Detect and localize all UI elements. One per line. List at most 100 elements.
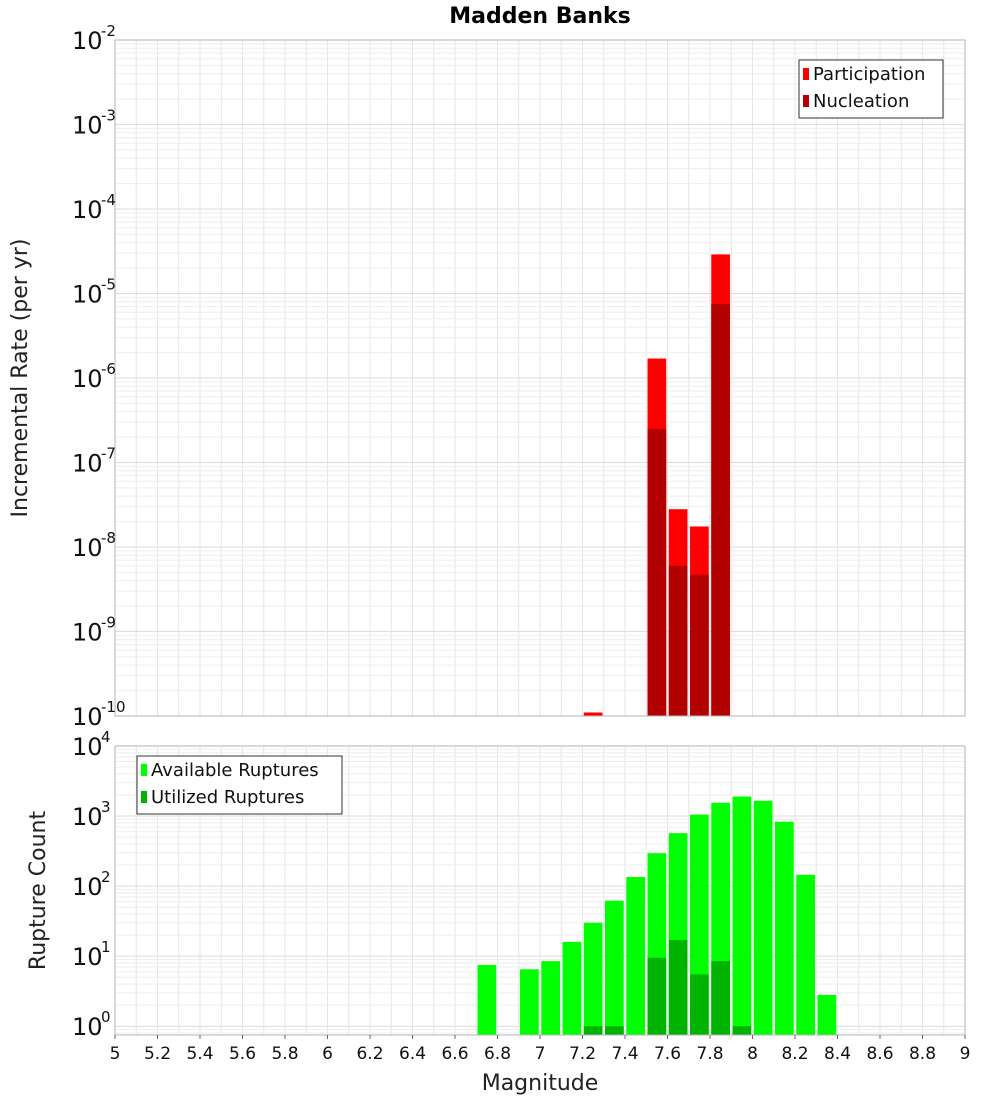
x-tick-label: 5 — [110, 1044, 121, 1064]
count-legend-swatch — [141, 791, 147, 803]
rate-ytick-base: 10 — [72, 365, 103, 393]
count-bar — [583, 1026, 603, 1035]
count-legend-label: Available Ruptures — [151, 760, 319, 781]
rate-legend-swatch — [803, 68, 809, 80]
count-legend-box — [136, 755, 343, 815]
rate-bar — [647, 428, 667, 716]
count-bar — [753, 800, 773, 1035]
rate-grid — [114, 40, 966, 717]
count-bar — [711, 961, 730, 1035]
x-tick-label: 6.8 — [484, 1044, 511, 1064]
count-bar — [668, 940, 688, 1035]
rate-ytick-exponent: -3 — [101, 107, 116, 125]
x-tick-label: 5.8 — [271, 1044, 298, 1064]
count-bar — [775, 821, 794, 1035]
rate-ytick-exponent: -6 — [101, 360, 116, 378]
x-tick-label: 8.6 — [866, 1044, 893, 1064]
count-bar — [520, 969, 539, 1035]
count-series-utilized-ruptures — [583, 940, 752, 1035]
count-series-available-ruptures — [477, 796, 837, 1035]
count-bar — [647, 957, 667, 1035]
count-bar — [626, 876, 645, 1035]
rate-ytick-base: 10 — [72, 619, 103, 647]
rate-ytick-base: 10 — [72, 112, 103, 140]
count-ytick-exponent: 0 — [101, 1008, 111, 1026]
x-tick-label: 8.8 — [909, 1044, 936, 1064]
rate-ytick-exponent: -4 — [101, 191, 116, 209]
x-tick-label: 6.4 — [399, 1044, 426, 1064]
rate-panel: 10-1010-910-810-710-610-510-410-310-2Inc… — [8, 4, 966, 731]
rate-ytick-base: 10 — [72, 27, 103, 55]
count-ytick-label: 104 — [72, 728, 111, 761]
count-ytick-exponent: 3 — [101, 798, 111, 816]
rate-bar — [690, 574, 709, 716]
count-ytick-exponent: 4 — [101, 728, 111, 746]
rate-plot-border — [114, 39, 966, 717]
rate-legend-swatch — [803, 95, 809, 107]
count-bar — [477, 964, 497, 1035]
count-ytick-base: 10 — [72, 873, 103, 901]
x-tick-label: 7.4 — [611, 1044, 638, 1064]
count-bar — [605, 1026, 624, 1035]
rate-ytick-label: 10-2 — [72, 22, 116, 55]
rate-ytick-base: 10 — [72, 534, 103, 562]
x-tick-label: 7.8 — [696, 1044, 723, 1064]
rate-bar — [711, 304, 730, 716]
count-ytick-label: 103 — [72, 798, 111, 831]
count-bar — [732, 796, 752, 1035]
rate-ytick-base: 10 — [72, 196, 103, 224]
count-ytick-exponent: 1 — [101, 938, 111, 956]
rate-ytick-label: 10-7 — [72, 445, 116, 478]
x-tick-label: 8 — [747, 1044, 758, 1064]
x-tick-label: 6 — [322, 1044, 333, 1064]
count-bar — [690, 974, 709, 1035]
rate-ytick-label: 10-6 — [72, 360, 116, 393]
rate-ytick-exponent: -10 — [101, 698, 126, 716]
count-ytick-label: 101 — [72, 938, 111, 971]
rate-series-nucleation — [647, 304, 730, 716]
x-tick-label: 7 — [535, 1044, 546, 1064]
x-tick-label: 7.2 — [569, 1044, 596, 1064]
chart-title: Madden Banks — [449, 4, 630, 29]
x-tick-label: 8.4 — [824, 1044, 851, 1064]
rate-ytick-exponent: -9 — [101, 614, 116, 632]
count-ytick-base: 10 — [72, 943, 103, 971]
rate-legend-label: Participation — [813, 64, 925, 85]
count-ytick-base: 10 — [72, 803, 103, 831]
count-bar — [605, 900, 624, 1035]
x-axis-title: Magnitude — [482, 1071, 599, 1096]
rate-y-axis-title: Incremental Rate (per yr) — [8, 239, 33, 518]
rate-ytick-label: 10-3 — [72, 107, 116, 140]
rate-ytick-exponent: -8 — [101, 529, 116, 547]
count-ytick-label: 100 — [72, 1008, 111, 1041]
count-bar — [583, 922, 603, 1035]
rate-ytick-exponent: -2 — [101, 22, 116, 40]
count-y-axis-title: Rupture Count — [26, 811, 51, 971]
x-tick-label: 6.6 — [441, 1044, 468, 1064]
rate-ytick-label: 10-8 — [72, 529, 116, 562]
rate-legend-label: Nucleation — [813, 91, 909, 112]
count-bar — [562, 941, 582, 1035]
x-tick-label: 6.2 — [356, 1044, 383, 1064]
count-ytick-exponent: 2 — [101, 868, 111, 886]
count-ytick-label: 102 — [72, 868, 111, 901]
rate-ytick-label: 10-4 — [72, 191, 116, 224]
rate-ytick-label: 10-9 — [72, 614, 116, 647]
rate-ytick-base: 10 — [72, 703, 103, 731]
count-ytick-base: 10 — [72, 733, 103, 761]
rate-bar — [668, 565, 688, 716]
rate-ytick-label: 10-5 — [72, 276, 116, 309]
x-tick-label: 9 — [960, 1044, 971, 1064]
count-legend-swatch — [141, 764, 147, 776]
count-legend-label: Utilized Ruptures — [151, 787, 304, 808]
count-legend: Available Ruptures Utilized Ruptures — [136, 755, 343, 815]
rate-ytick-exponent: -5 — [101, 276, 116, 294]
rate-ytick-base: 10 — [72, 281, 103, 309]
rate-legend-box — [798, 59, 944, 119]
x-tick-label: 7.6 — [654, 1044, 681, 1064]
count-bar — [796, 874, 815, 1035]
x-tick-label: 8.2 — [781, 1044, 808, 1064]
rate-ytick-exponent: -7 — [101, 445, 116, 463]
